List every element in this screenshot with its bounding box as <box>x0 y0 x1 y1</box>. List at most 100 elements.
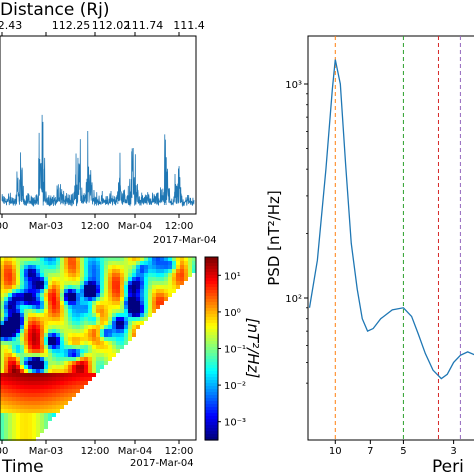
heatmap-cell <box>52 397 56 401</box>
heatmap-cell <box>128 281 132 285</box>
heatmap-cell <box>64 365 68 369</box>
heatmap-cell <box>128 321 132 325</box>
heatmap-cell <box>0 325 4 329</box>
heatmap-cell <box>4 369 8 373</box>
heatmap-cell <box>92 357 96 361</box>
heatmap-cell <box>8 353 12 357</box>
heatmap-cell <box>12 389 16 393</box>
heatmap-cell <box>44 385 48 389</box>
heatmap-cell <box>88 261 92 265</box>
heatmap-cell <box>44 305 48 309</box>
heatmap-cell <box>44 293 48 297</box>
heatmap-cell <box>56 285 60 289</box>
heatmap-cell <box>44 301 48 305</box>
heatmap-cell <box>128 313 132 317</box>
heatmap-cell <box>32 349 36 353</box>
heatmap-cell <box>116 309 120 313</box>
heatmap-cell <box>84 305 88 309</box>
heatmap-cell <box>36 345 40 349</box>
psd-xtick-2: 5 <box>400 446 406 457</box>
heatmap-cell <box>68 317 72 321</box>
colorbar-step <box>205 305 218 309</box>
heatmap-cell <box>68 361 72 365</box>
heatmap-cell <box>40 365 44 369</box>
heatmap-cell <box>36 297 40 301</box>
heatmap-cell <box>104 349 108 353</box>
heatmap-cell <box>164 297 168 301</box>
heatmap-cell <box>48 269 52 273</box>
heatmap-cell <box>32 425 36 429</box>
heatmap-cell <box>92 301 96 305</box>
heatmap-cell <box>56 381 60 385</box>
heatmap-cell <box>32 281 36 285</box>
heatmap-cell <box>132 273 136 277</box>
heatmap-cell <box>32 413 36 417</box>
heatmap-cell <box>48 357 52 361</box>
heatmap-cell <box>72 301 76 305</box>
heatmap-cell <box>72 333 76 337</box>
heatmap-cell <box>16 401 20 405</box>
heatmap-cell <box>92 293 96 297</box>
heatmap-cell <box>8 417 12 421</box>
heatmap-cell <box>68 341 72 345</box>
heatmap-cell <box>0 377 4 381</box>
heatmap-cell <box>108 285 112 289</box>
heatmap-cell <box>76 373 80 377</box>
heatmap-cell <box>48 361 52 365</box>
heatmap-cell <box>80 341 84 345</box>
heatmap-cell <box>128 325 132 329</box>
heatmap-cell <box>140 273 144 277</box>
heatmap-cell <box>20 409 24 413</box>
heatmap-cell <box>36 265 40 269</box>
heatmap-cell <box>148 309 152 313</box>
heatmap-cell <box>164 277 168 281</box>
heatmap-cell <box>116 265 120 269</box>
heatmap-cell <box>84 381 88 385</box>
colorbar-step <box>205 377 218 381</box>
heatmap-cell <box>24 269 28 273</box>
heatmap-cell <box>44 373 48 377</box>
heatmap-cell <box>24 261 28 265</box>
heatmap-cell <box>52 277 56 281</box>
colorbar-step <box>205 272 218 276</box>
heatmap-cell <box>140 305 144 309</box>
heatmap-cell <box>44 381 48 385</box>
heatmap-cell <box>92 261 96 265</box>
heatmap-cell <box>16 429 20 433</box>
heatmap-cell <box>36 421 40 425</box>
heatmap-cell <box>16 313 20 317</box>
colorbar-step <box>205 422 218 426</box>
heatmap-cell <box>20 437 24 441</box>
colorbar-step <box>205 332 218 336</box>
heatmap-cell <box>160 285 164 289</box>
heatmap-cell <box>136 321 140 325</box>
heatmap-cell <box>40 413 44 417</box>
heatmap-cell <box>132 313 136 317</box>
heatmap-cell <box>140 293 144 297</box>
heatmap-cell <box>136 317 140 321</box>
heatmap-cell <box>88 281 92 285</box>
heatmap-cell <box>0 265 4 269</box>
heatmap-cell <box>20 277 24 281</box>
heatmap-cell <box>8 401 12 405</box>
timeseries-panel: 2.43 112.25 112.02 111.74 111.4 Distance… <box>0 0 217 246</box>
heatmap-cell <box>124 325 128 329</box>
heatmap-cell <box>84 309 88 313</box>
heatmap-cell <box>180 273 184 277</box>
heatmap-cell <box>28 433 32 437</box>
heatmap-cell <box>48 341 52 345</box>
heatmap-cell <box>100 345 104 349</box>
heatmap-cell <box>112 285 116 289</box>
heatmap-cell <box>120 269 124 273</box>
heatmap-cell <box>76 329 80 333</box>
heatmap-cell <box>40 401 44 405</box>
heatmap-cell <box>8 429 12 433</box>
heatmap-cell <box>32 417 36 421</box>
heatmap-cell <box>176 257 180 261</box>
heatmap-cell <box>68 261 72 265</box>
heatmap-cell <box>16 317 20 321</box>
heatmap-cell <box>156 261 160 265</box>
heatmap-cell <box>72 353 76 357</box>
heatmap-cell <box>84 357 88 361</box>
heatmap-cell <box>52 325 56 329</box>
